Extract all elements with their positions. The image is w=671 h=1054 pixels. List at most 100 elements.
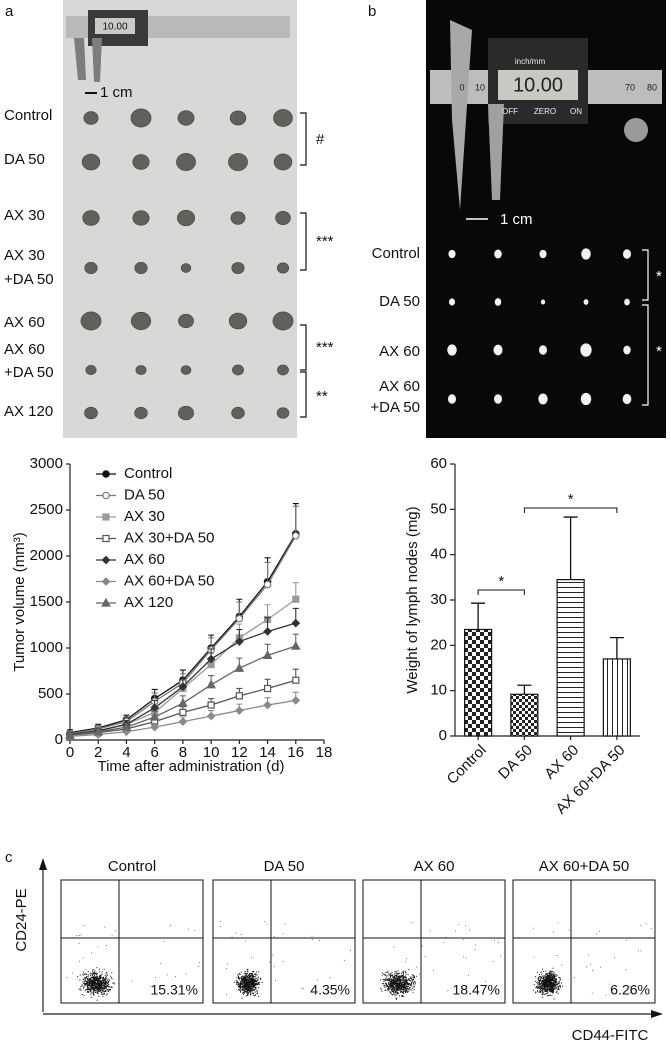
event-dot: [411, 982, 413, 984]
event-dot: [391, 978, 393, 980]
event-dot: [541, 983, 543, 985]
tumor: [272, 311, 294, 331]
event-dot: [401, 985, 403, 987]
event-dot: [535, 992, 537, 994]
event-dot: [84, 990, 86, 992]
event-dot: [548, 982, 550, 984]
event-dot: [407, 985, 409, 987]
event-dot: [253, 983, 255, 985]
event-dot: [96, 975, 98, 977]
event-dot: [395, 975, 397, 977]
event-dot: [384, 989, 386, 991]
event-dot: [246, 992, 248, 994]
tumor: [84, 262, 98, 274]
event-dot: [401, 995, 403, 997]
event-dot: [247, 980, 249, 982]
event-dot: [395, 987, 397, 989]
event-dot: [538, 979, 540, 981]
event-dot: [96, 976, 98, 978]
event-dot: [392, 988, 394, 990]
event-dot: [81, 984, 83, 986]
event-dot: [250, 981, 252, 983]
event-dot: [247, 992, 249, 994]
event-dot: [96, 982, 98, 984]
event-dot: [552, 989, 554, 991]
event-dot: [402, 974, 404, 976]
event-dot: [546, 985, 548, 987]
event-dot: [401, 988, 403, 990]
event-dot: [248, 985, 250, 987]
event-dot: [85, 980, 87, 982]
event-dot: [605, 994, 607, 996]
event-dot: [248, 983, 250, 985]
event-dot: [100, 977, 102, 979]
event-dot: [247, 992, 249, 994]
event-dot: [394, 975, 396, 977]
event-dot: [245, 981, 247, 983]
event-dot: [86, 981, 88, 983]
event-dot: [557, 986, 559, 988]
event-dot: [85, 989, 87, 991]
event-dot: [111, 978, 113, 980]
event-dot: [284, 923, 286, 925]
event-dot: [88, 991, 90, 993]
event-dot: [401, 985, 403, 987]
event-dot: [532, 989, 534, 991]
marker: [179, 708, 187, 717]
event-dot: [90, 993, 92, 995]
event-dot: [244, 971, 246, 973]
event-dot: [91, 980, 93, 982]
event-dot: [557, 989, 559, 991]
event-dot: [399, 980, 401, 982]
event-dot: [243, 976, 245, 978]
event-dot: [92, 986, 94, 988]
y-tick-label: 50: [430, 500, 447, 517]
event-dot: [401, 988, 403, 990]
event-dot: [86, 977, 88, 979]
event-dot: [99, 984, 101, 986]
event-dot: [98, 968, 100, 970]
event-dot: [549, 977, 551, 979]
event-dot: [387, 978, 389, 980]
event-dot: [250, 994, 252, 996]
event-dot: [544, 985, 546, 987]
event-dot: [103, 968, 105, 970]
event-dot: [83, 973, 85, 975]
event-dot: [391, 981, 393, 983]
event-dot: [413, 988, 415, 990]
event-dot: [408, 983, 410, 985]
event-dot: [251, 982, 253, 984]
tumor: [176, 153, 196, 171]
event-dot: [94, 976, 96, 978]
event-dot: [264, 921, 266, 923]
event-dot: [255, 978, 257, 980]
legend-label: DA 50: [124, 486, 165, 503]
event-dot: [93, 989, 95, 991]
event-dot: [545, 990, 547, 992]
event-dot: [541, 992, 543, 994]
event-dot: [548, 978, 550, 980]
event-dot: [399, 984, 401, 986]
event-dot: [557, 922, 559, 924]
event-dot: [390, 987, 392, 989]
event-dot: [93, 973, 95, 975]
event-dot: [553, 972, 555, 974]
event-dot: [629, 985, 631, 987]
event-dot: [83, 987, 85, 989]
event-dot: [556, 990, 558, 992]
event-dot: [552, 983, 554, 985]
event-dot: [248, 975, 250, 977]
event-dot: [552, 971, 554, 973]
event-dot: [92, 992, 94, 994]
event-dot: [386, 985, 388, 987]
event-dot: [391, 985, 393, 987]
event-dot: [554, 989, 556, 991]
event-dot: [252, 971, 254, 973]
event-dot: [411, 984, 413, 986]
event-dot: [112, 982, 114, 984]
bar: [556, 578, 585, 737]
event-dot: [105, 976, 107, 978]
event-dot: [93, 971, 95, 973]
event-dot: [494, 940, 495, 942]
event-dot: [109, 989, 111, 991]
